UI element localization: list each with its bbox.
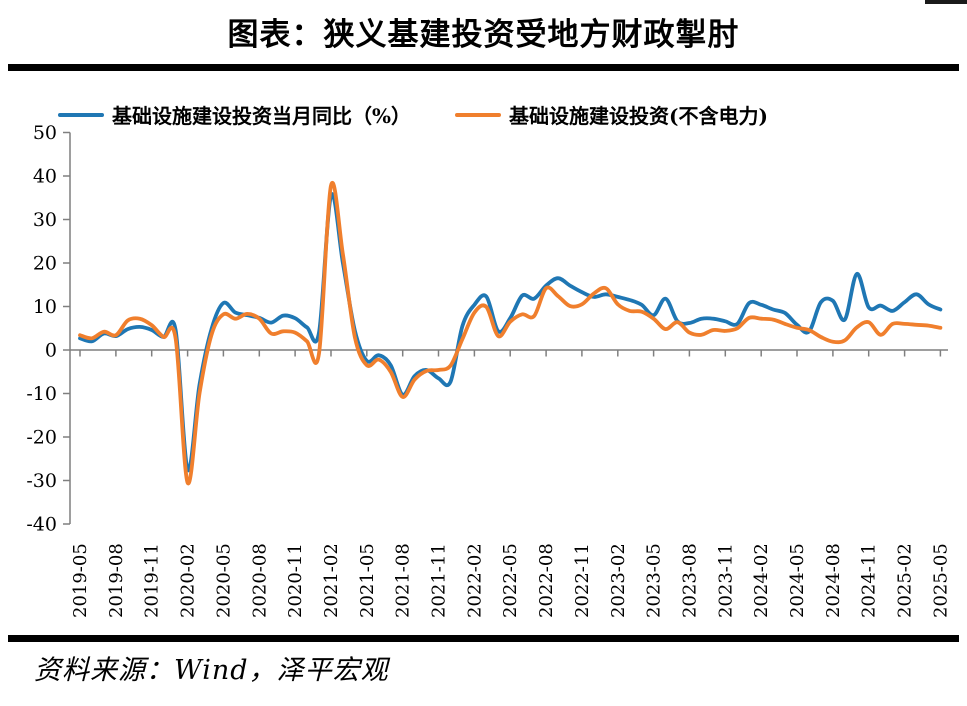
legend-label: 基础设施建设投资当月同比（%） [112,104,412,128]
svg-text:2019-08: 2019-08 [106,543,127,618]
chart-svg: 50 40 30 20 10 0 -10 -20 -30 -40 2019-05 2019-08 201… [26,122,951,618]
svg-text:-20: -20 [26,427,57,449]
legend-item-monthly-yoy: 基础设施建设投资当月同比（%） [58,100,411,129]
source-note: 资料来源：Wind，泽平宏观 [34,655,389,686]
corner-mark [925,0,967,4]
svg-text:20: 20 [33,253,57,275]
legend-line-swatch [58,112,104,117]
svg-text:2022-02: 2022-02 [464,543,485,618]
svg-text:2020-02: 2020-02 [178,543,199,618]
svg-text:2023-02: 2023-02 [608,543,629,618]
svg-text:2021-05: 2021-05 [357,543,378,618]
svg-text:2023-05: 2023-05 [644,543,665,618]
svg-text:-30: -30 [26,470,57,492]
svg-text:0: 0 [45,340,57,362]
svg-text:2019-11: 2019-11 [142,543,163,618]
svg-text:2021-02: 2021-02 [321,543,342,618]
legend-item-excl-power: 基础设施建设投资(不含电力) [455,100,768,129]
legend-label: 基础设施建设投资(不含电力) [509,104,768,128]
svg-text:30: 30 [33,209,57,231]
svg-text:2024-02: 2024-02 [751,543,772,618]
svg-text:2023-08: 2023-08 [679,543,700,618]
svg-text:50: 50 [33,122,57,144]
page-title: 图表：狭义基建投资受地方财政掣肘 [227,17,740,53]
line-chart: 50 40 30 20 10 0 -10 -20 -30 -40 2019-05 2019-08 201… [0,110,967,635]
svg-text:2024-11: 2024-11 [859,543,880,618]
title-divider [8,64,959,71]
svg-text:2023-11: 2023-11 [715,543,736,618]
footer-divider [8,635,959,642]
svg-text:2024-08: 2024-08 [823,543,844,618]
svg-text:2019-05: 2019-05 [70,543,91,618]
svg-text:10: 10 [33,296,57,318]
legend-line-swatch [455,112,502,117]
svg-text:2020-11: 2020-11 [285,543,306,618]
svg-text:2020-05: 2020-05 [213,543,234,618]
svg-text:2022-08: 2022-08 [536,543,557,618]
svg-text:2024-05: 2024-05 [787,543,808,618]
svg-text:2021-08: 2021-08 [393,543,414,618]
svg-text:2022-11: 2022-11 [572,543,593,618]
svg-text:2020-08: 2020-08 [249,543,270,618]
chart-legend: 基础设施建设投资当月同比（%） 基础设施建设投资(不含电力) [58,100,768,129]
svg-text:2021-11: 2021-11 [429,543,450,618]
svg-text:2025-02: 2025-02 [895,543,916,618]
svg-text:-40: -40 [26,514,57,536]
svg-text:2022-05: 2022-05 [500,543,521,618]
svg-text:-10: -10 [26,383,57,405]
svg-text:2025-05: 2025-05 [930,543,951,618]
svg-text:40: 40 [33,166,57,188]
